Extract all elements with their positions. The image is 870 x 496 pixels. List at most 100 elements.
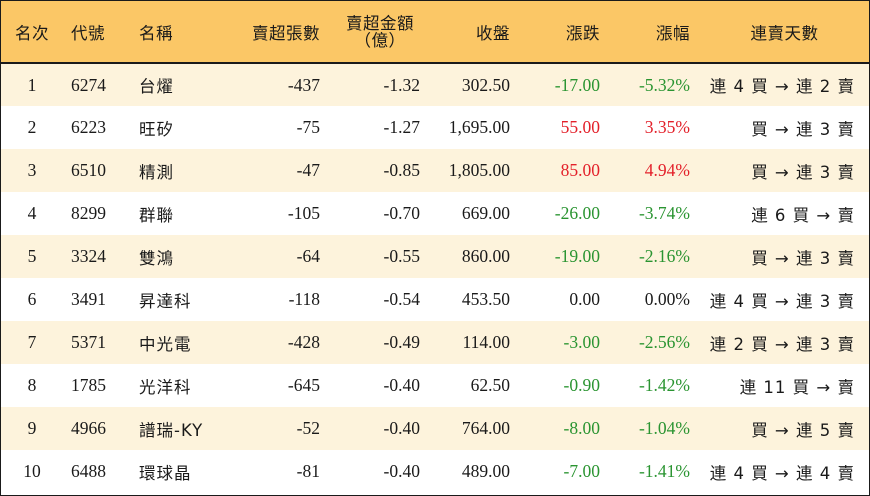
rank-cell: 8 — [27, 375, 37, 395]
streak-cell: 買 → 連 5 賣 — [751, 420, 855, 440]
close-cell: 62.50 — [470, 375, 510, 395]
change-pct-cell: -1.41% — [638, 461, 690, 481]
code-cell: 6488 — [71, 461, 106, 481]
change-pct-cell: 4.94% — [644, 160, 690, 180]
change-cell: -19.00 — [554, 246, 600, 266]
close-cell: 1,805.00 — [448, 160, 510, 180]
net-sell-amount-cell: -1.27 — [383, 117, 420, 137]
code-cell: 3491 — [71, 289, 106, 309]
net-sell-lots-cell: -428 — [287, 332, 320, 352]
net-sell-lots-cell: -437 — [287, 74, 320, 95]
header-name: 名稱 — [131, 1, 225, 64]
net-sell-lots-cell: -118 — [288, 289, 320, 309]
code-cell: 6510 — [71, 160, 106, 180]
code-cell: 6223 — [71, 117, 106, 137]
change-cell: -8.00 — [563, 418, 600, 438]
net-sell-amount-cell: -0.55 — [383, 246, 420, 266]
rank-cell: 9 — [27, 418, 37, 438]
net-sell-lots-cell: -64 — [296, 246, 320, 266]
change-cell: -3.00 — [563, 332, 600, 352]
rank-cell: 2 — [27, 117, 37, 137]
table-row: 10 6488 環球晶 -81 -0.40 489.00 -7.00 -1.41% 連 4 買 … — [1, 450, 869, 493]
close-cell: 114.00 — [462, 332, 510, 352]
rank-cell: 10 — [23, 461, 41, 481]
table-row: 1 6274 台燿 -437 -1.32 302.50 -17.00 -5.32% 連 4 買 … — [1, 63, 869, 106]
table-row: 2 6223 旺矽 -75 -1.27 1,695.00 55.00 3.35% 買 → 連 3… — [1, 106, 869, 149]
change-cell: -26.00 — [554, 203, 600, 223]
header-code: 代號 — [63, 1, 131, 64]
streak-cell: 買 → 連 3 賣 — [751, 248, 855, 268]
close-cell: 1,695.00 — [448, 117, 510, 137]
change-pct-cell: -1.04% — [638, 418, 690, 438]
name-cell: 精測 — [139, 162, 174, 182]
table-body: 1 6274 台燿 -437 -1.32 302.50 -17.00 -5.32% 連 4 買 … — [1, 63, 869, 493]
change-pct-cell: -2.56% — [638, 332, 690, 352]
change-cell: -17.00 — [554, 74, 600, 95]
net-sell-amount-cell: -0.85 — [383, 160, 420, 180]
rank-cell: 3 — [27, 160, 37, 180]
net-sell-lots-cell: -47 — [296, 160, 320, 180]
net-sell-amount-cell: -0.40 — [383, 461, 420, 481]
table-row: 9 4966 譜瑞-KY -52 -0.40 764.00 -8.00 -1.04% 買 → 連… — [1, 407, 869, 450]
net-sell-amount-cell: -0.49 — [383, 332, 420, 352]
change-cell: 0.00 — [569, 289, 600, 309]
header-streak: 連賣天數 — [700, 1, 869, 64]
streak-cell: 連 6 買 → 賣 — [751, 205, 855, 225]
close-cell: 860.00 — [461, 246, 510, 266]
close-cell: 764.00 — [461, 418, 510, 438]
change-pct-cell: -2.16% — [638, 246, 690, 266]
code-cell: 6274 — [71, 74, 106, 95]
close-cell: 489.00 — [461, 461, 510, 481]
table-row: 4 8299 群聯 -105 -0.70 669.00 -26.00 -3.74% 連 6 買 … — [1, 192, 869, 235]
net-sell-amount-cell: -0.40 — [383, 375, 420, 395]
header-net-sell-amount: 賣超金額 （億） — [330, 1, 430, 64]
change-cell: -7.00 — [563, 461, 600, 481]
change-pct-cell: -5.32% — [638, 74, 690, 95]
header-change: 漲跌 — [520, 1, 610, 64]
table-row: 8 1785 光洋科 -645 -0.40 62.50 -0.90 -1.42% 連 11 買 … — [1, 364, 869, 407]
name-cell: 昇達科 — [139, 291, 192, 311]
name-cell: 譜瑞-KY — [139, 420, 204, 440]
net-sell-lots-cell: -75 — [296, 117, 320, 137]
table-row: 6 3491 昇達科 -118 -0.54 453.50 0.00 0.00% 連 4 買 → … — [1, 278, 869, 321]
header-net-sell-amount-line1: 賣超金額 — [346, 13, 414, 33]
streak-cell: 買 → 連 3 賣 — [751, 119, 855, 139]
code-cell: 8299 — [71, 203, 106, 223]
header-row: 名次 代號 名稱 賣超張數 賣超金額 （億） 收盤 漲跌 漲幅 連賣天數 — [1, 1, 869, 64]
name-cell: 群聯 — [139, 205, 174, 225]
streak-cell: 連 4 買 → 連 4 賣 — [709, 463, 855, 483]
code-cell: 1785 — [71, 375, 106, 395]
net-sell-lots-cell: -81 — [296, 461, 320, 481]
streak-cell: 連 11 買 → 賣 — [739, 377, 855, 397]
change-cell: 55.00 — [560, 117, 600, 137]
net-sell-amount-cell: -0.54 — [383, 289, 420, 309]
rank-cell: 7 — [27, 332, 37, 352]
table-row: 5 3324 雙鴻 -64 -0.55 860.00 -19.00 -2.16% 買 → 連 3… — [1, 235, 869, 278]
rank-cell: 5 — [27, 246, 37, 266]
header-close: 收盤 — [430, 1, 520, 64]
streak-cell: 連 4 買 → 連 3 賣 — [709, 291, 855, 311]
header-change-pct: 漲幅 — [610, 1, 700, 64]
close-cell: 453.50 — [461, 289, 510, 309]
header-rank: 名次 — [1, 1, 63, 64]
change-cell: -0.90 — [563, 375, 600, 395]
code-cell: 4966 — [71, 418, 106, 438]
streak-cell: 買 → 連 3 賣 — [751, 162, 855, 182]
net-sell-lots-cell: -645 — [287, 375, 320, 395]
table-row: 3 6510 精測 -47 -0.85 1,805.00 85.00 4.94% 買 → 連 3… — [1, 149, 869, 192]
streak-cell: 連 4 買 → 連 2 賣 — [709, 77, 855, 96]
streak-cell: 連 2 買 → 連 3 賣 — [709, 334, 855, 354]
rank-cell: 4 — [27, 203, 37, 223]
net-sell-lots-cell: -52 — [296, 418, 320, 438]
rank-cell: 6 — [27, 289, 37, 309]
name-cell: 台燿 — [139, 77, 174, 96]
close-cell: 302.50 — [461, 74, 510, 95]
net-sell-lots-cell: -105 — [287, 203, 320, 223]
name-cell: 光洋科 — [139, 377, 192, 397]
change-pct-cell: -1.42% — [638, 375, 690, 395]
change-pct-cell: 3.35% — [644, 117, 690, 137]
header-net-sell-amount-line2: （億） — [354, 30, 406, 50]
table-row: 7 5371 中光電 -428 -0.49 114.00 -3.00 -2.56% 連 2 買 … — [1, 321, 869, 364]
